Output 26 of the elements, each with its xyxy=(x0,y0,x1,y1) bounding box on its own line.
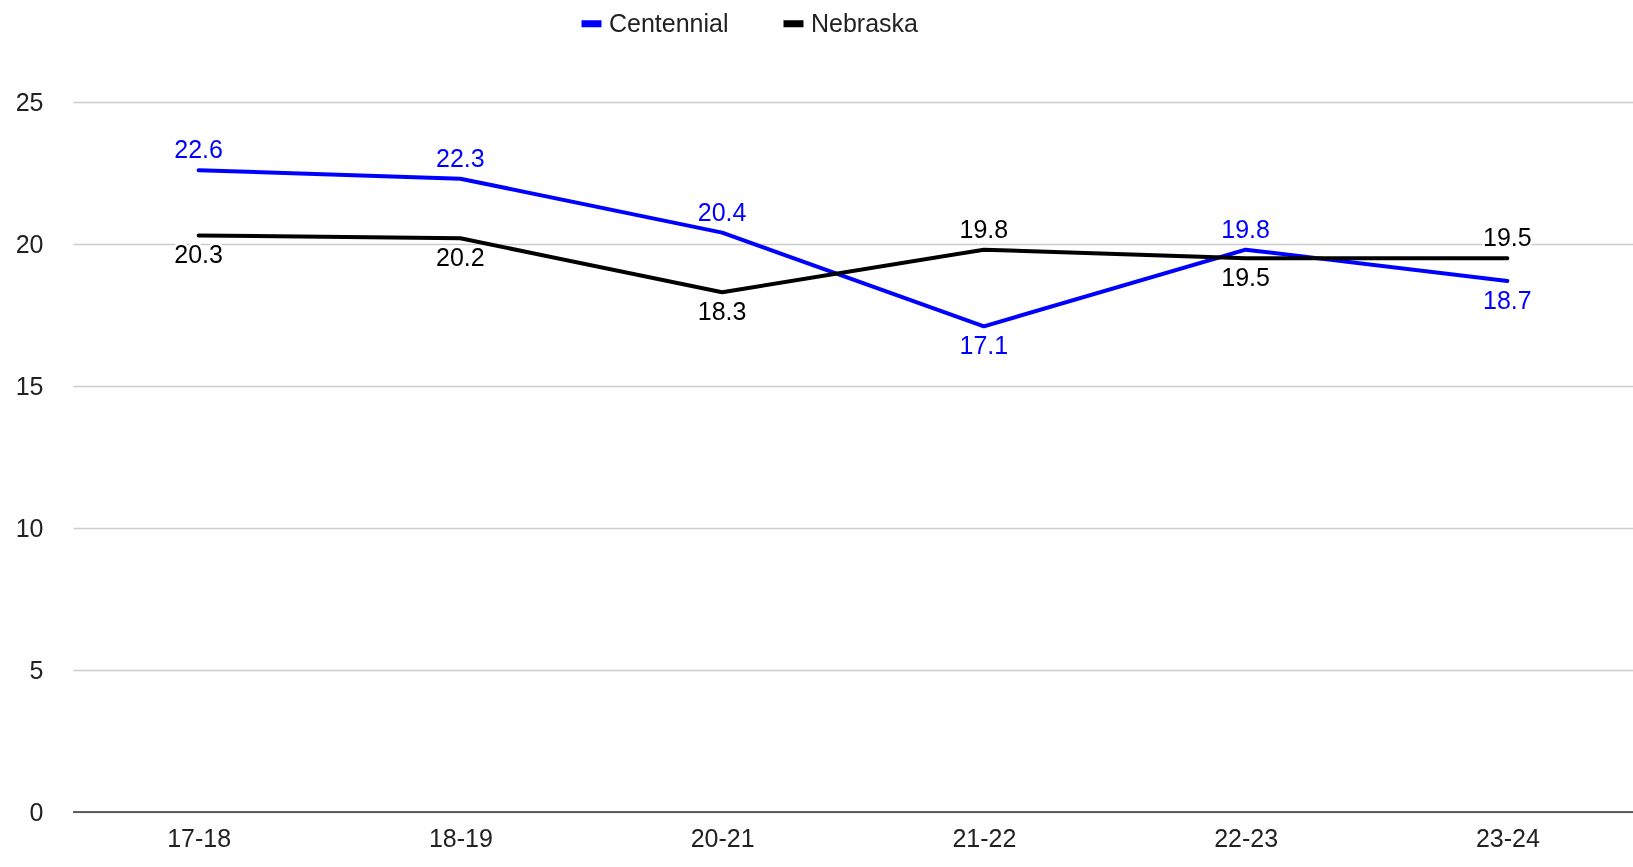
data-label: 19.5 xyxy=(1221,263,1270,292)
y-tick-label: 5 xyxy=(29,655,44,684)
data-label: 20.4 xyxy=(697,197,747,226)
x-tick-label: 20-21 xyxy=(690,823,755,852)
y-tick-label: 10 xyxy=(15,513,44,542)
x-tick-label: 22-23 xyxy=(1214,823,1279,852)
data-label: 19.5 xyxy=(1483,223,1532,252)
y-tick-label: 15 xyxy=(15,371,44,400)
data-label: 18.3 xyxy=(697,297,747,326)
x-tick-label: 17-18 xyxy=(167,823,232,852)
y-tick-label: 25 xyxy=(15,87,44,116)
data-label: 22.6 xyxy=(174,135,223,164)
data-label: 22.3 xyxy=(436,143,485,172)
y-tick-label: 20 xyxy=(15,229,44,258)
x-tick-label: 21-22 xyxy=(952,823,1017,852)
legend-label: Centennial xyxy=(609,8,729,37)
data-label: 19.8 xyxy=(959,214,1009,243)
data-label: 19.8 xyxy=(1221,214,1270,243)
data-label: 20.2 xyxy=(436,243,485,272)
data-label: 20.3 xyxy=(174,240,223,269)
x-tick-label: 18-19 xyxy=(428,823,493,852)
legend-label: Nebraska xyxy=(811,8,919,37)
y-tick-label: 0 xyxy=(29,797,44,826)
x-tick-label: 23-24 xyxy=(1475,823,1540,852)
data-label: 17.1 xyxy=(959,331,1009,360)
data-label: 18.7 xyxy=(1483,285,1532,314)
